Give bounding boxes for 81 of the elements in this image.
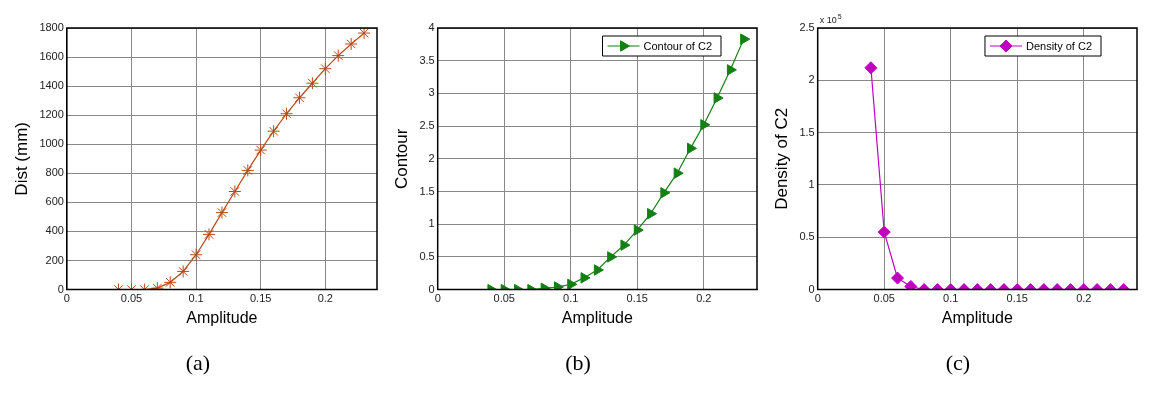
point <box>726 64 737 76</box>
y-tick-label: 1.5 <box>799 125 815 138</box>
point <box>331 49 345 63</box>
x-tick-label: 0.1 <box>188 292 204 305</box>
x-tick-label: 0.1 <box>563 292 579 305</box>
y-tick-label: 0.5 <box>419 249 435 262</box>
y-tick-label: 3.5 <box>419 53 435 66</box>
point <box>686 142 697 155</box>
point <box>553 281 564 290</box>
point <box>660 187 671 199</box>
x-tick-label: 0.2 <box>696 292 712 305</box>
x-tick-label: 0.05 <box>873 292 895 305</box>
point <box>607 251 618 263</box>
y-tick-label: 800 <box>45 166 64 179</box>
x-axis-title: Amplitude <box>186 308 258 326</box>
point <box>633 224 644 236</box>
y-tick-label: 1 <box>428 217 435 230</box>
y-tick-label: 1200 <box>39 108 64 121</box>
y-tick-label: 2.5 <box>799 21 815 34</box>
y-tick-label: 1.5 <box>419 184 435 197</box>
text: (a) <box>184 350 212 376</box>
point <box>189 248 203 262</box>
y-tick-label: 0 <box>57 282 64 295</box>
x-tick-label: 0.15 <box>1006 292 1028 305</box>
point <box>647 208 658 220</box>
x-axis-title: Amplitude <box>941 308 1014 326</box>
x-tick-label: 0.15 <box>249 292 272 305</box>
y-tick-label: 1400 <box>39 79 64 92</box>
y-tick-label: 2 <box>428 151 435 164</box>
y-tick-label: 4 <box>428 21 435 34</box>
x-tick-label: 0.2 <box>317 292 333 305</box>
y-tick-label: 2.5 <box>419 119 435 132</box>
point <box>163 275 177 289</box>
point <box>904 279 918 290</box>
y-tick-label: 1600 <box>39 50 64 63</box>
point <box>267 124 281 138</box>
x-axis-title: Amplitude <box>561 308 634 326</box>
point <box>567 278 578 290</box>
point <box>580 272 591 284</box>
y-axis-title: Density of C2 <box>771 107 791 210</box>
point <box>344 37 358 51</box>
x-tick-label: 0.05 <box>120 292 143 305</box>
point <box>700 119 711 131</box>
legend-label: Contour of C2 <box>643 40 712 53</box>
y-tick-label: 1000 <box>39 137 64 150</box>
y-tick-label: 600 <box>45 195 64 208</box>
point <box>593 264 604 276</box>
point <box>305 76 319 90</box>
y-tick-label: 3 <box>428 86 435 99</box>
point <box>673 167 684 179</box>
text: (b) <box>564 350 592 376</box>
y-tick-label: 400 <box>45 224 64 237</box>
y-tick-label: 0.5 <box>799 230 815 243</box>
point <box>357 28 371 40</box>
y-axis-title: Contour <box>391 128 411 190</box>
point <box>713 92 724 104</box>
point <box>864 61 878 75</box>
point <box>318 62 332 76</box>
y-tick-label: 1800 <box>39 21 64 34</box>
text: (c) <box>944 350 972 376</box>
point <box>254 143 268 157</box>
point <box>292 91 306 105</box>
x-tick-label: 0.15 <box>626 292 648 305</box>
legend-label: Density of C2 <box>1025 40 1092 53</box>
x-tick-label: 0.2 <box>1076 292 1092 305</box>
y-tick-label: 0 <box>428 282 435 295</box>
point <box>740 33 751 45</box>
y-axis-title: Dist (mm) <box>11 121 31 196</box>
point <box>620 239 631 251</box>
point <box>228 185 242 198</box>
point <box>280 107 294 121</box>
y-tick-label: 2 <box>808 73 815 86</box>
y-tick-label: 0 <box>808 282 815 295</box>
x-tick-label: 0.1 <box>943 292 959 305</box>
point <box>241 163 255 177</box>
y-tick-label: 200 <box>45 253 64 266</box>
point <box>202 227 216 241</box>
x-tick-label: 0.05 <box>493 292 515 305</box>
point <box>215 206 229 220</box>
point <box>176 264 190 278</box>
y-tick-label: 1 <box>808 177 815 190</box>
